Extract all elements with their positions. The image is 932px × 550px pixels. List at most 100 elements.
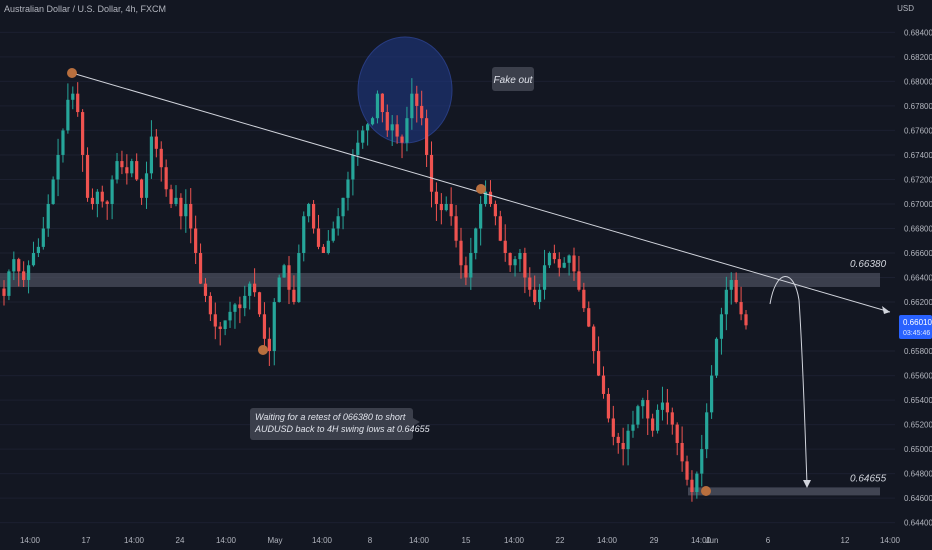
y-tick-label: 0.68200 xyxy=(904,53,932,62)
candle-body xyxy=(203,283,208,296)
candle-body xyxy=(655,409,660,431)
candle-body xyxy=(562,262,566,268)
candle-body xyxy=(66,99,70,131)
fake-out-label: Fake out xyxy=(494,75,534,86)
candle-body xyxy=(76,93,80,113)
candle-body xyxy=(331,228,335,241)
x-tick-label: 29 xyxy=(650,536,659,545)
candle-body xyxy=(454,216,458,241)
candle-body xyxy=(282,265,286,278)
y-tick-label: 0.67400 xyxy=(904,151,932,160)
candle-body xyxy=(385,112,389,131)
y-tick-label: 0.68000 xyxy=(904,77,932,86)
candle-body xyxy=(616,436,620,443)
candle-body xyxy=(719,314,724,339)
candle-body xyxy=(46,203,50,229)
candle-body xyxy=(621,442,625,450)
candle-body xyxy=(449,203,453,217)
candle-body xyxy=(410,93,414,119)
candle-body xyxy=(577,271,581,290)
projection-path xyxy=(769,276,808,485)
plan-label-line: AUDUSD back to 4H swing lows at 0.64655 xyxy=(254,424,431,434)
candle-body xyxy=(636,406,640,425)
candle-body xyxy=(194,228,198,254)
candle-body xyxy=(184,203,188,217)
candle-body xyxy=(464,265,468,278)
candle-body xyxy=(26,265,31,280)
swing-marker xyxy=(476,184,486,194)
candle-body xyxy=(154,136,158,149)
candle-body xyxy=(71,93,75,100)
candle-body xyxy=(292,289,296,303)
candle-body xyxy=(36,246,40,254)
candle-body xyxy=(100,191,104,202)
candle-body xyxy=(744,314,748,326)
x-tick-label: 17 xyxy=(82,536,91,545)
candle-body xyxy=(248,283,252,296)
candle-body xyxy=(493,203,497,217)
candle-body xyxy=(110,179,114,204)
candle-body xyxy=(631,424,635,431)
swing-marker xyxy=(258,345,268,355)
y-tick-label: 0.67200 xyxy=(904,175,932,184)
candle-body xyxy=(51,179,55,204)
candle-body xyxy=(189,203,193,229)
y-tick-label: 0.67800 xyxy=(904,102,932,111)
candle-body xyxy=(302,216,306,254)
candle-body xyxy=(213,314,217,327)
x-tick-label: 14:00 xyxy=(216,536,237,545)
candle-body xyxy=(287,265,291,290)
candle-body xyxy=(321,246,326,254)
candle-body xyxy=(159,148,163,168)
last-price-countdown: 03:45:46 xyxy=(903,330,930,337)
y-tick-label: 0.64400 xyxy=(904,519,932,528)
x-tick-label: 14:00 xyxy=(691,536,712,545)
candle-body xyxy=(646,400,650,419)
candle-body xyxy=(424,118,429,155)
candle-body xyxy=(415,93,419,106)
candle-body xyxy=(243,295,247,309)
candle-body xyxy=(596,351,601,376)
candle-body xyxy=(587,308,591,327)
candle-body xyxy=(518,253,522,260)
x-tick-label: 14:00 xyxy=(597,536,618,545)
x-tick-label: 14:00 xyxy=(504,536,525,545)
x-tick-label: 14:00 xyxy=(124,536,145,545)
chart-title: Australian Dollar / U.S. Dollar, 4h, FXC… xyxy=(4,4,167,14)
swing-marker xyxy=(67,68,77,78)
x-tick-label: 24 xyxy=(176,536,185,545)
candle-body xyxy=(169,189,173,204)
candle-body xyxy=(690,479,694,493)
y-tick-label: 0.65800 xyxy=(904,347,932,356)
y-tick-label: 0.66400 xyxy=(904,274,932,283)
candle-body xyxy=(380,93,384,113)
candle-body xyxy=(395,124,399,137)
candle-body xyxy=(31,253,36,266)
candle-body xyxy=(105,201,109,204)
candle-body xyxy=(734,279,738,303)
x-tick-label: 8 xyxy=(368,536,373,545)
candle-body xyxy=(262,314,267,339)
candle-body xyxy=(179,197,183,217)
candle-body xyxy=(685,461,689,480)
candle-body xyxy=(469,253,473,278)
x-tick-label: 22 xyxy=(556,536,565,545)
candle-body xyxy=(370,118,375,125)
candle-body xyxy=(592,326,596,352)
candle-body xyxy=(366,124,370,131)
candle-body xyxy=(346,179,350,198)
support-zone xyxy=(688,487,880,496)
candle-body xyxy=(513,259,517,266)
y-tick-label: 0.65400 xyxy=(904,396,932,405)
candle-body xyxy=(81,112,85,155)
candle-body xyxy=(498,216,502,241)
last-price-value: 0.66010 xyxy=(903,318,932,327)
candle-body xyxy=(277,277,281,303)
fake-out-circle xyxy=(357,36,453,144)
candle-body xyxy=(547,253,552,266)
plan-pointer xyxy=(413,418,420,426)
y-tick-label: 0.68400 xyxy=(904,28,932,37)
y-tick-label: 0.67000 xyxy=(904,200,932,209)
candle-body xyxy=(567,255,571,263)
